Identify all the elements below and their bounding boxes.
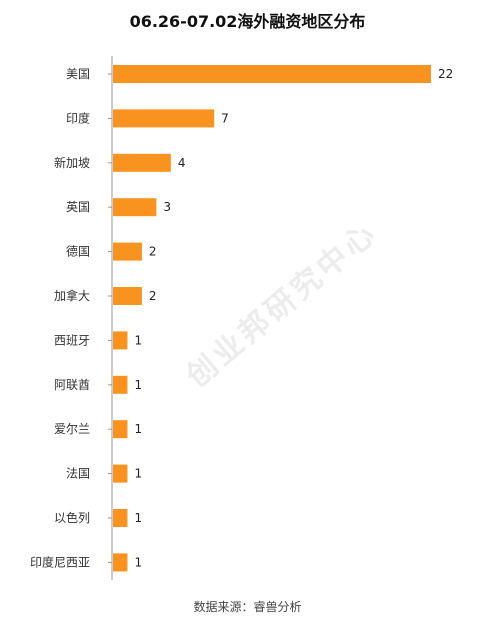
bar (113, 287, 142, 305)
data-label: 1 (134, 422, 142, 436)
data-label: 2 (149, 245, 157, 259)
data-label: 22 (438, 67, 453, 81)
bar (113, 153, 171, 172)
category-label: 印度尼西亚 (30, 554, 90, 569)
data-label: 1 (134, 378, 142, 392)
data-label: 1 (134, 333, 142, 347)
category-label: 英国 (66, 200, 90, 214)
bar (113, 331, 128, 350)
category-label: 爱尔兰 (54, 421, 90, 436)
category-label: 加拿大 (54, 288, 90, 303)
data-label: 1 (134, 467, 142, 481)
category-label: 法国 (66, 467, 90, 481)
bar (113, 420, 128, 439)
data-label: 1 (134, 511, 142, 525)
category-label: 新加坡 (54, 155, 90, 170)
bar (113, 109, 215, 128)
bar (113, 242, 142, 261)
bar (113, 375, 128, 394)
data-label: 3 (163, 200, 171, 214)
data-label: 1 (134, 555, 142, 569)
data-label: 7 (221, 111, 229, 125)
category-label: 德国 (66, 244, 90, 259)
chart-title: 06.26-07.02海外融资地区分布 (129, 12, 366, 31)
category-label: 印度 (66, 110, 90, 125)
category-label: 西班牙 (54, 333, 90, 347)
bar (113, 464, 128, 483)
data-label: 2 (149, 289, 157, 303)
bars-group: 美国 22 印度 7 新加坡 4 英国 3 德国 2 加拿大 2 西班牙 1 阿联酋 1 爱尔兰 1 法国 1 以色列 1… (30, 65, 453, 572)
category-label: 以色列 (54, 511, 90, 525)
bar (113, 553, 128, 572)
bar (113, 198, 157, 217)
data-label: 4 (178, 156, 186, 170)
category-label: 阿联酋 (54, 377, 90, 392)
source-note: 数据来源：睿兽分析 (193, 600, 302, 614)
bar (113, 509, 128, 527)
bar (113, 65, 431, 83)
category-label: 美国 (66, 67, 90, 81)
